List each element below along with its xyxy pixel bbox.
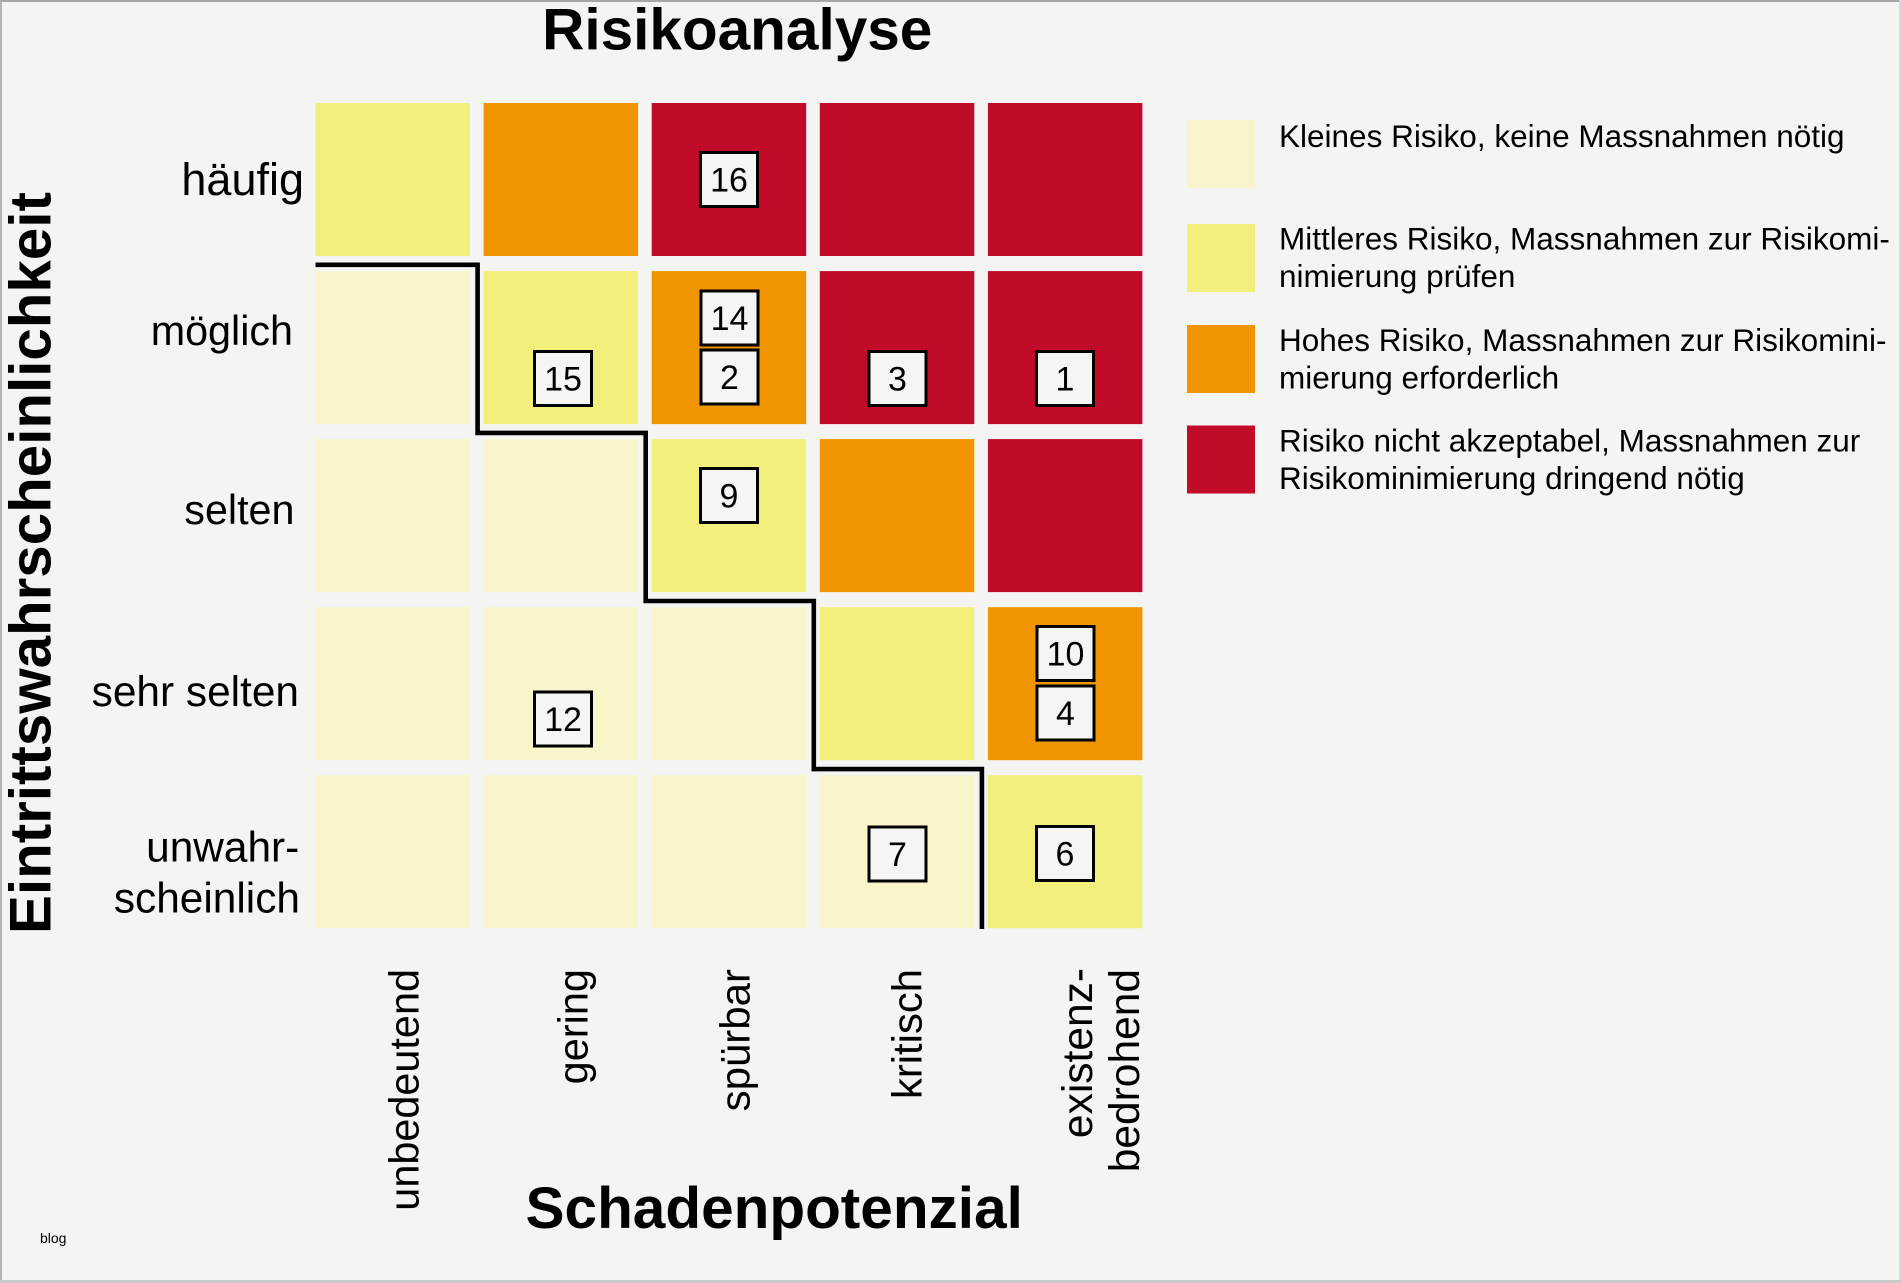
svg-text:1: 1 xyxy=(1056,361,1075,399)
svg-text:scheinlich: scheinlich xyxy=(114,875,300,922)
svg-text:häufig: häufig xyxy=(181,154,304,205)
svg-text:7: 7 xyxy=(888,836,907,874)
svg-text:10: 10 xyxy=(1047,636,1085,674)
svg-text:14: 14 xyxy=(711,300,749,338)
svg-text:3: 3 xyxy=(888,361,907,399)
svg-text:Kleines Risiko, keine Massnahm: Kleines Risiko, keine Massnahmen nötig xyxy=(1279,118,1845,154)
svg-text:bedrohend: bedrohend xyxy=(1102,969,1149,1172)
svg-text:4: 4 xyxy=(1056,695,1075,733)
svg-text:2: 2 xyxy=(720,359,739,397)
svg-text:unbedeutend: unbedeutend xyxy=(382,969,428,1211)
svg-text:unwahr-: unwahr- xyxy=(146,824,299,871)
svg-text:9: 9 xyxy=(720,478,739,516)
svg-text:Schadenpotenzial: Schadenpotenzial xyxy=(526,1176,1023,1241)
svg-text:blog: blog xyxy=(40,1230,66,1246)
svg-text:16: 16 xyxy=(710,162,748,200)
svg-text:15: 15 xyxy=(544,361,582,399)
svg-text:6: 6 xyxy=(1056,836,1075,874)
svg-text:Mittleres Risiko, Massnahmen z: Mittleres Risiko, Massnahmen zur Risikom… xyxy=(1279,221,1890,257)
svg-text:Risiko nicht akzeptabel, Massn: Risiko nicht akzeptabel, Massnahmen zur xyxy=(1279,423,1860,459)
svg-text:Hohes Risiko, Massnahmen zur R: Hohes Risiko, Massnahmen zur Risikomini- xyxy=(1279,322,1886,358)
svg-text:spürbar: spürbar xyxy=(712,969,759,1111)
svg-text:12: 12 xyxy=(544,701,582,739)
svg-text:mierung erforderlich: mierung erforderlich xyxy=(1279,360,1559,396)
svg-text:Risikominimierung dringend nöt: Risikominimierung dringend nötig xyxy=(1279,460,1745,496)
svg-text:gering: gering xyxy=(550,969,597,1084)
svg-text:selten: selten xyxy=(184,487,294,533)
svg-text:möglich: möglich xyxy=(151,308,293,354)
svg-text:nimierung prüfen: nimierung prüfen xyxy=(1279,258,1515,294)
svg-text:Risikoanalyse: Risikoanalyse xyxy=(542,0,932,62)
svg-text:existenz-: existenz- xyxy=(1055,968,1102,1138)
svg-text:sehr selten: sehr selten xyxy=(92,668,299,715)
svg-text:Eintrittswahrscheinlichkeit: Eintrittswahrscheinlichkeit xyxy=(0,192,64,934)
svg-text:kritisch: kritisch xyxy=(884,969,931,1099)
